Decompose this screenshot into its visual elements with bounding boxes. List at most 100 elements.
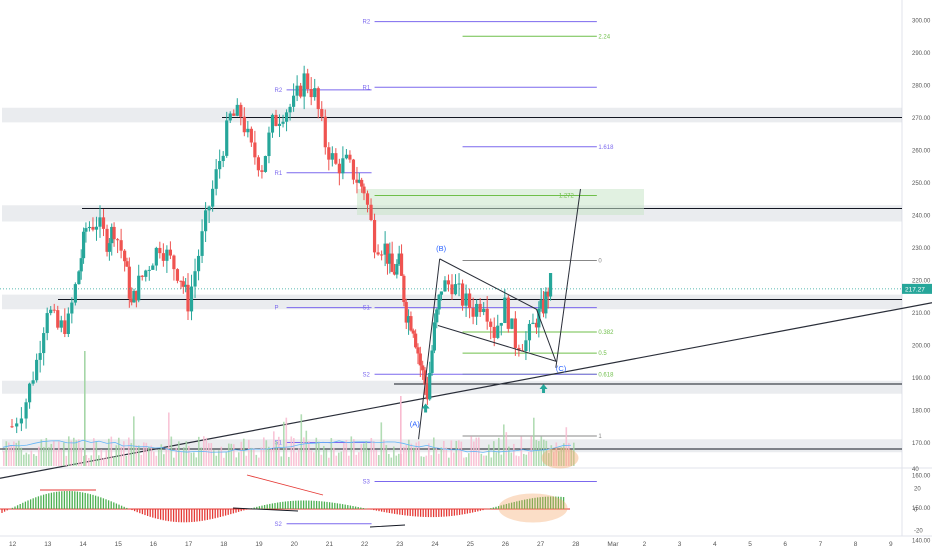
volume-bar (558, 451, 560, 466)
volume-bar (485, 455, 488, 466)
volume-bar (490, 457, 493, 466)
volume-bar (60, 449, 63, 466)
volume-bar (83, 455, 85, 466)
candle-body (499, 322, 503, 326)
candle-body (101, 217, 106, 229)
candle-body (52, 309, 56, 311)
volume-bar (213, 450, 215, 466)
candle-body (337, 163, 341, 174)
volume-bar (163, 454, 165, 466)
volume-bar (178, 441, 180, 466)
volume-bar (553, 452, 555, 466)
candle-body (357, 179, 361, 183)
candle-body (179, 280, 183, 282)
volume-bar (63, 442, 65, 466)
volume-bar (80, 447, 83, 466)
volume-bar (118, 437, 120, 466)
candle-body (388, 253, 392, 264)
candle-body (35, 359, 39, 381)
candle-body (235, 104, 239, 116)
volume-bar (560, 447, 563, 466)
candle-body (385, 243, 390, 264)
volume-axis-label: 40 (912, 467, 919, 473)
volume-bar (268, 446, 270, 466)
volume-bar (103, 457, 105, 466)
volume-bar (48, 447, 50, 466)
candle-body (263, 156, 268, 172)
candle-body (478, 303, 482, 313)
candle-body (425, 384, 429, 400)
volume-bar (463, 457, 465, 466)
price-tick-label: 150.00 (912, 506, 931, 512)
volume-bar (273, 431, 275, 466)
volume-bar (548, 453, 550, 466)
volume-bar (295, 452, 298, 466)
volume-bar (183, 447, 185, 466)
candle-body (309, 89, 313, 98)
candle-body (158, 247, 162, 254)
target-zone (357, 189, 644, 215)
volume-bar (10, 445, 13, 466)
wave-label: (C) (556, 364, 567, 373)
volume-bar (153, 451, 155, 466)
candle-body (527, 323, 532, 341)
volume-bar (570, 450, 573, 466)
candle-body (246, 128, 250, 133)
volume-bar (160, 444, 163, 466)
volume-bar (8, 442, 10, 466)
volume-bar (25, 452, 28, 466)
volume-bar (435, 447, 438, 466)
volume-bar (263, 437, 265, 466)
time-tick-label: 15 (115, 541, 123, 548)
candle-body (181, 281, 185, 287)
volume-bar (228, 443, 230, 466)
candle-body (70, 302, 74, 314)
level-label: S3 (363, 480, 371, 486)
volume-bar (480, 453, 483, 466)
volume-bar (33, 454, 35, 466)
volume-bar (375, 449, 378, 466)
volume-bar (30, 450, 33, 466)
volume-bar (275, 441, 278, 466)
candle-body (320, 109, 324, 117)
volume-bar (433, 437, 435, 466)
volume-bar (93, 438, 95, 466)
buy-signal-arrow (421, 403, 430, 413)
volume-bar (20, 447, 23, 466)
candle-body (392, 271, 397, 275)
volume-bar (358, 452, 360, 466)
time-tick-label: 8 (854, 541, 858, 548)
candle-body (63, 320, 67, 334)
volume-bar (515, 455, 518, 466)
volume-bar (523, 453, 525, 466)
price-tick-label: 220.00 (912, 279, 931, 285)
volume-bar (563, 443, 565, 466)
volume-bar (128, 437, 130, 466)
volume-bar (443, 440, 445, 466)
price-tick-label: 230.00 (912, 246, 931, 252)
volume-bar (188, 446, 190, 466)
candle-body (218, 161, 222, 170)
candle-body (369, 204, 373, 221)
candle-body (24, 402, 28, 419)
candle-body (214, 169, 218, 189)
buy-signal-arrow (539, 384, 548, 393)
candle-body (66, 313, 70, 334)
volume-bar (173, 457, 175, 466)
volume-ma-line (2, 439, 572, 453)
time-tick-label: 24 (431, 541, 439, 548)
time-tick-label: 14 (79, 541, 87, 548)
candle-body (38, 353, 42, 360)
level-label: S2 (363, 372, 371, 378)
candle-body (510, 318, 514, 329)
price-tick-label: 250.00 (912, 181, 931, 187)
volume-bar (445, 447, 448, 466)
volume-bar (378, 455, 380, 466)
candle-body (56, 310, 60, 328)
candle-body (59, 320, 63, 328)
volume-bar (518, 456, 520, 466)
volume-bar (500, 454, 503, 466)
volume-bar (455, 440, 458, 466)
